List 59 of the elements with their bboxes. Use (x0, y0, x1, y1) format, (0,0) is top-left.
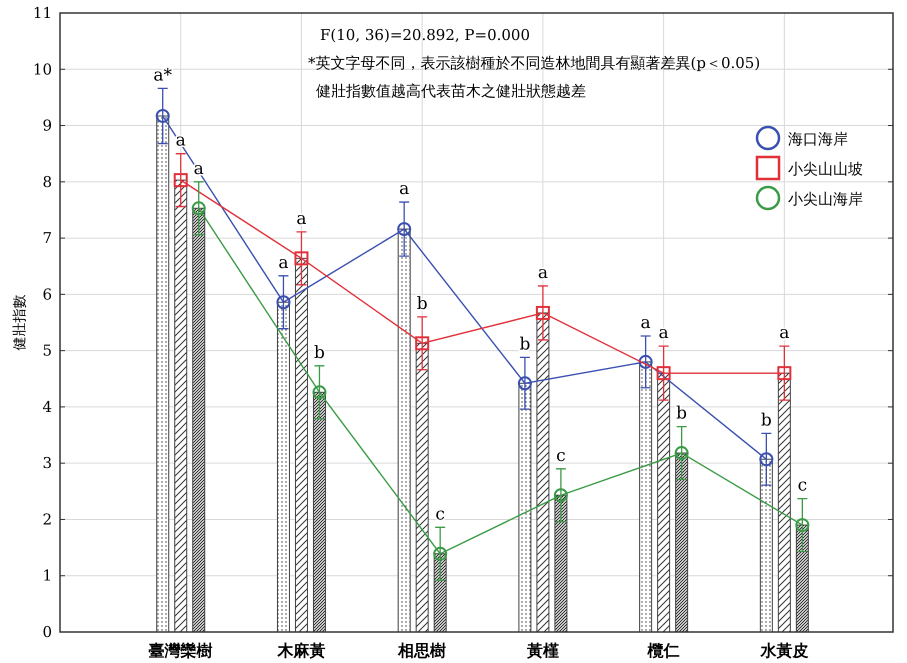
bar (675, 452, 688, 632)
bar (434, 553, 447, 632)
data-label: a (296, 208, 307, 229)
y-tick-label: 6 (42, 285, 52, 304)
bar (760, 458, 773, 632)
bar (554, 494, 568, 632)
bar (276, 302, 290, 632)
y-tick-label: 9 (42, 116, 52, 135)
bar (796, 524, 809, 632)
y-axis-title: 健壯指數 (12, 294, 28, 350)
bar (192, 208, 206, 632)
bar (294, 258, 308, 632)
y-tick-label: 3 (42, 454, 52, 472)
y-tick-label: 7 (42, 229, 52, 248)
bar (416, 342, 429, 632)
bar (174, 180, 188, 632)
data-label: a (538, 262, 548, 283)
data-label: a* (153, 65, 173, 86)
bar (657, 372, 670, 632)
legend-label: 小尖山海岸 (788, 190, 863, 208)
y-tick-label: 2 (42, 510, 52, 528)
annotation: *英文字母不同，表示該樹種於不同造林地間具有顯著差異(p＜0.05) (308, 54, 760, 72)
annotation: F(10, 36)=20.892, P=0.000 (320, 26, 530, 44)
bar (518, 382, 532, 632)
x-tick-label: 臺灣欒樹 (148, 641, 213, 660)
x-tick-label: 相思樹 (397, 641, 446, 660)
data-label: a (278, 252, 289, 273)
data-label: b (760, 410, 772, 430)
data-label: b (314, 342, 326, 363)
bar (312, 392, 326, 632)
bar (398, 228, 411, 632)
annotation: 健壯指數值越高代表苗木之健壯狀態越差 (316, 82, 586, 100)
y-tick-label: 11 (32, 4, 52, 22)
x-tick-label: 水黃皮 (759, 641, 808, 660)
y-tick-label: 0 (42, 623, 52, 641)
bar (639, 361, 652, 632)
x-tick-label: 木麻黃 (276, 641, 326, 660)
y-tick-label: 10 (32, 60, 52, 78)
bar (536, 312, 550, 632)
y-tick-label: 5 (42, 342, 52, 360)
legend-label: 小尖山山坡 (788, 160, 863, 178)
data-label: a (658, 323, 669, 344)
y-tick-label: 1 (42, 566, 52, 585)
bar (778, 372, 791, 632)
data-label: b (676, 404, 688, 424)
bar (156, 115, 170, 632)
data-label: a (779, 323, 790, 344)
legend-label: 海口海岸 (788, 130, 848, 148)
data-label: c (435, 504, 445, 524)
x-tick-label: 欖仁 (646, 641, 680, 660)
data-label: a (640, 313, 651, 334)
data-label: b (416, 294, 428, 314)
data-label: b (519, 334, 530, 354)
y-tick-label: 4 (42, 398, 52, 416)
data-label: c (556, 446, 566, 466)
data-label: c (798, 476, 808, 496)
x-tick-label: 黃槿 (526, 641, 559, 660)
y-tick-label: 8 (42, 172, 52, 191)
data-label: a (399, 179, 410, 200)
